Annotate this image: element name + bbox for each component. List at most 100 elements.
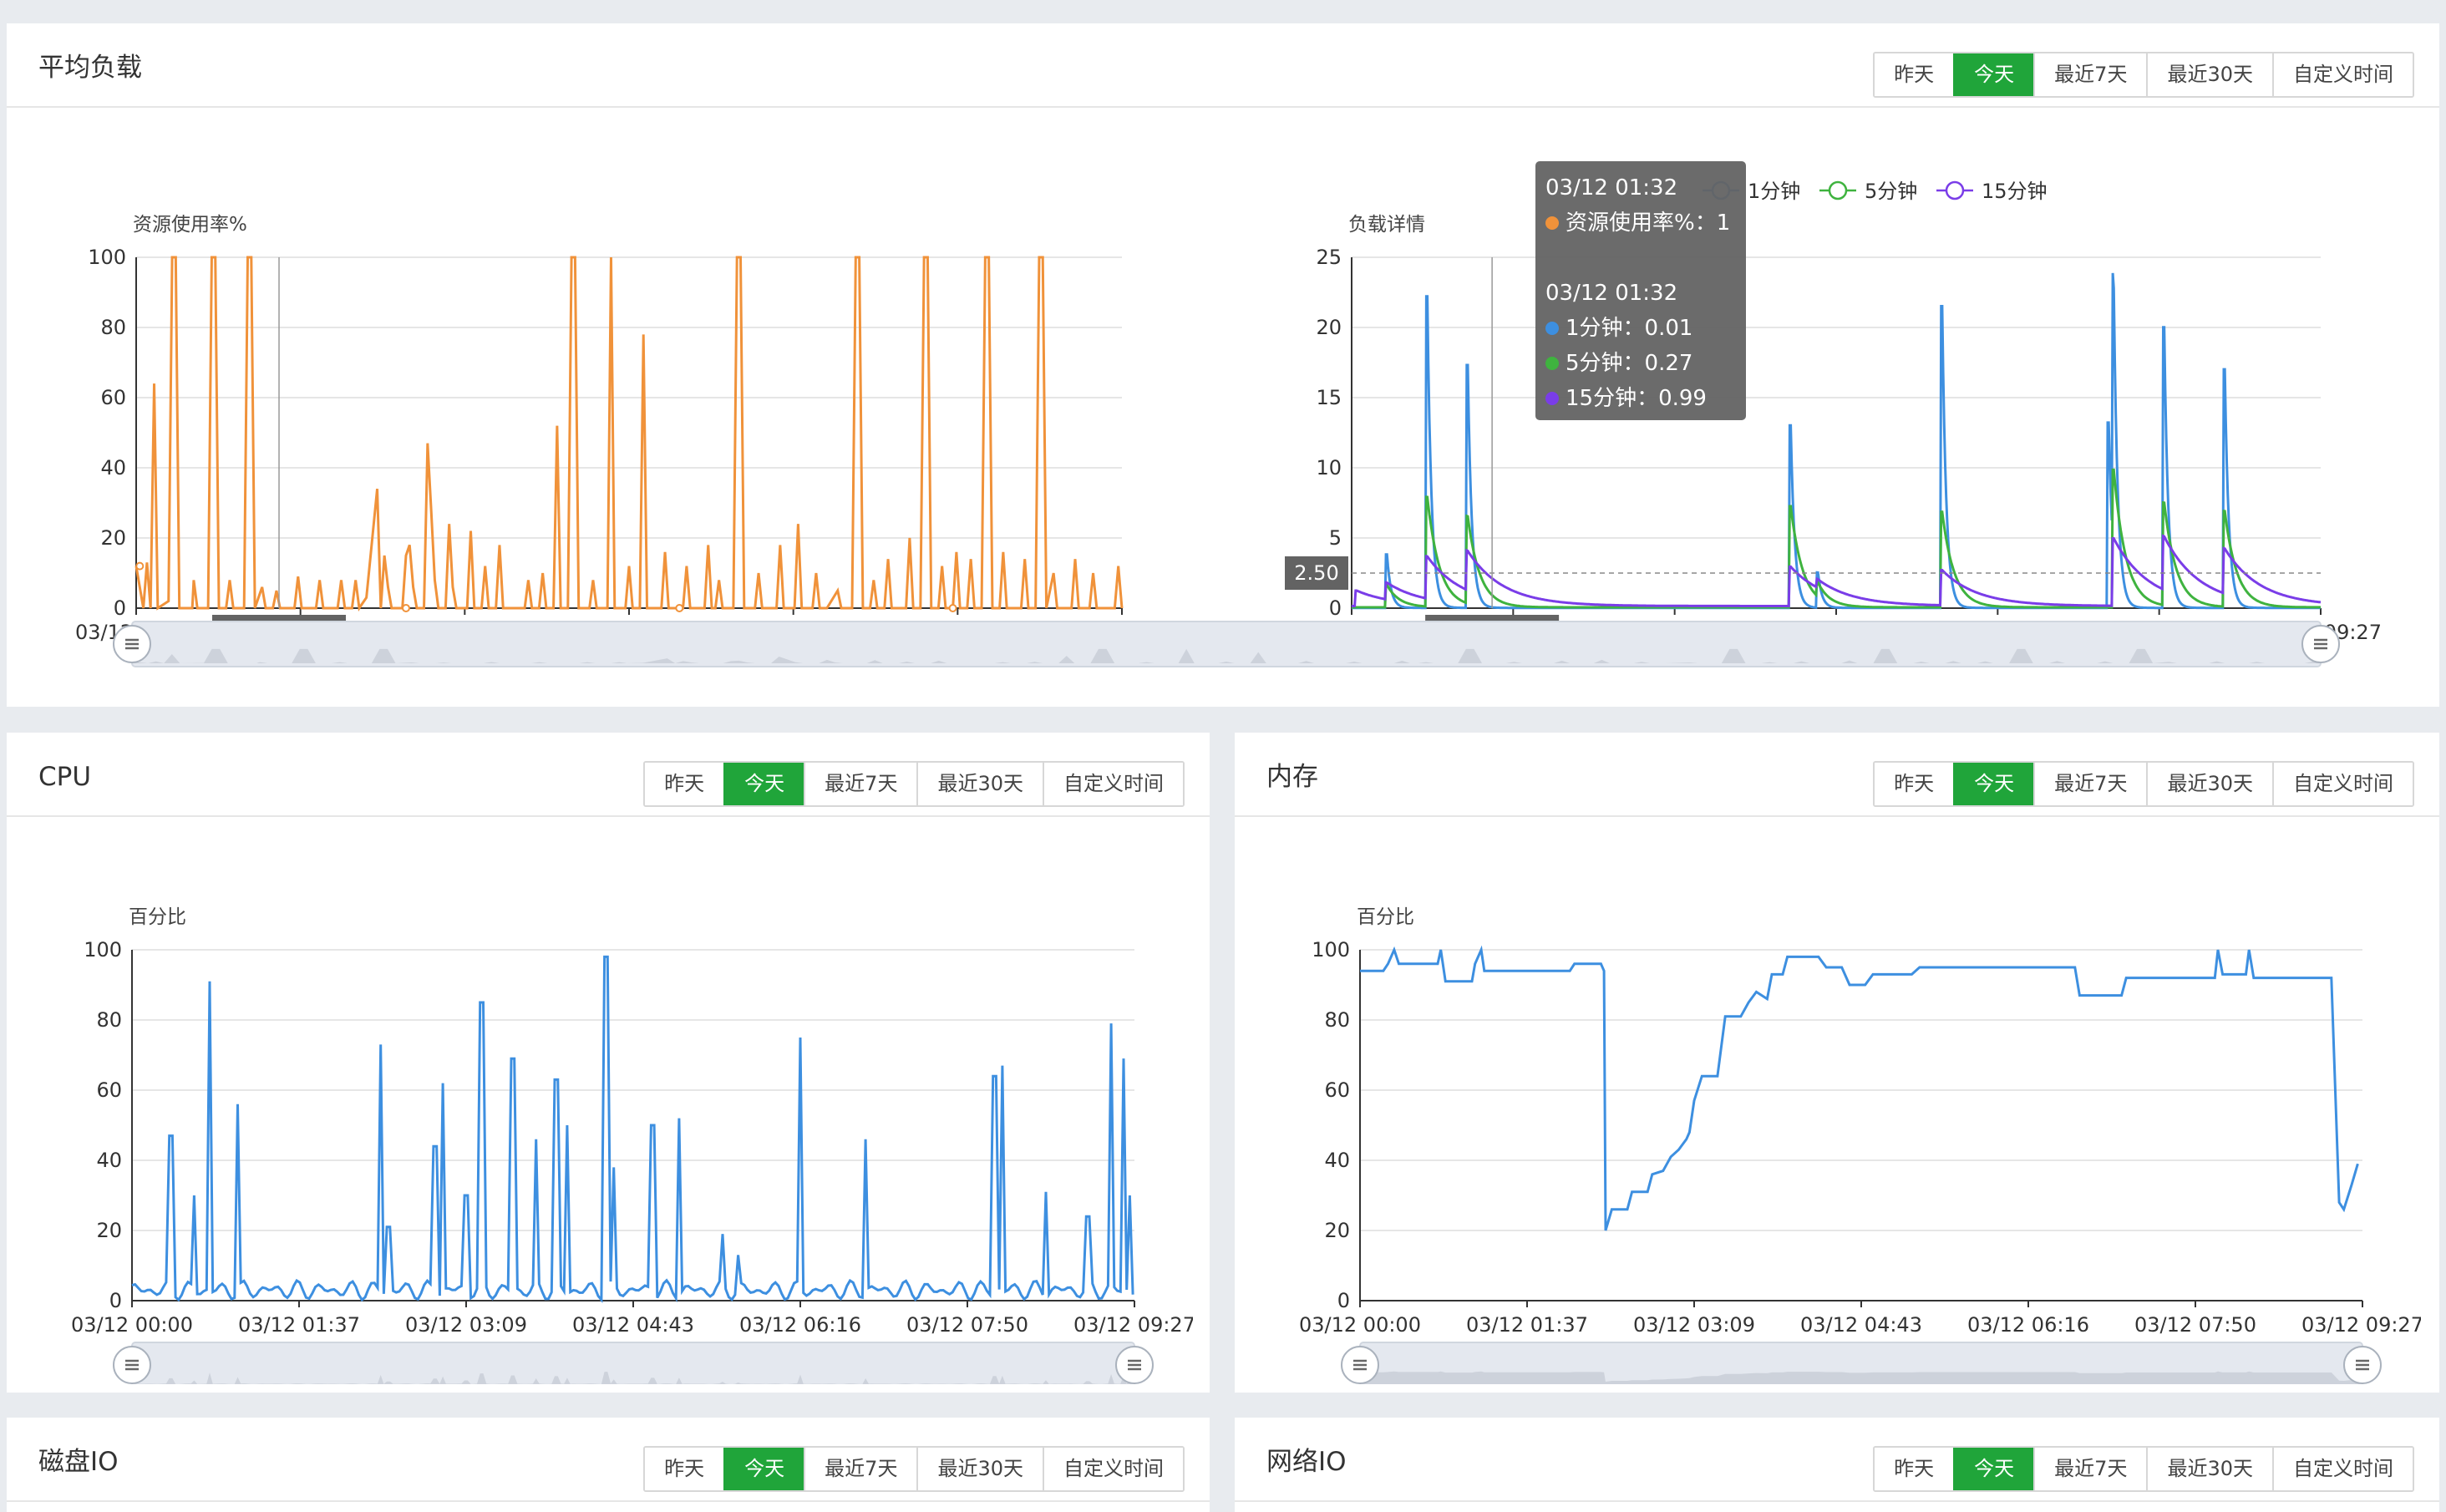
tooltip-bg <box>1535 161 1746 420</box>
tooltip-line: 03/12 01:32 <box>1545 175 1677 200</box>
range-7days-button[interactable]: 最近7天 <box>2033 1448 2147 1490</box>
y-tick-label: 80 <box>100 316 126 339</box>
y-tick-label: 40 <box>100 456 126 479</box>
y-tick-label: 25 <box>1316 246 1342 269</box>
x-tick-label: 03/12 09:27 <box>2301 1313 2421 1337</box>
cpu-series-line <box>131 955 1134 1304</box>
range-30days-button[interactable]: 最近30天 <box>2146 1448 2272 1490</box>
memory-series-line <box>1360 945 2359 1231</box>
x-tick-label: 03/12 07:50 <box>906 1313 1028 1337</box>
panel-title: 磁盘IO <box>38 1447 119 1477</box>
x-tick-label: 03/12 03:09 <box>405 1313 527 1337</box>
drag-grip-icon <box>1353 1359 1367 1371</box>
memory-panel-header: 内存 昨天 今天 最近7天 最近30天 自定义时间 <box>1235 733 2439 817</box>
x-tick-label: 03/12 09:27 <box>1073 1313 1193 1337</box>
series-line-1 <box>1352 272 2321 610</box>
zoom-slider-track <box>131 1342 1135 1384</box>
range-7days-button[interactable]: 最近7天 <box>2033 53 2147 96</box>
drag-grip-icon <box>2314 638 2327 650</box>
range-30days-button[interactable]: 最近30天 <box>2146 763 2272 805</box>
y-tick-label: 60 <box>1324 1078 1350 1102</box>
y-tick-label: 100 <box>1312 938 1350 961</box>
y-tick-label: 0 <box>1329 596 1342 620</box>
range-custom-button[interactable]: 自定义时间 <box>1043 1448 1183 1490</box>
range-today-button[interactable]: 今天 <box>1953 53 2034 96</box>
series-line-3 <box>1352 534 2322 607</box>
range-yesterday-button[interactable]: 昨天 <box>645 1448 724 1490</box>
memory-chart[interactable]: 百分比 0 20 40 60 80 100 03/12 00:00 03/12 01:37 03/… <box>1268 858 2421 1384</box>
time-range-selector: 昨天 今天 最近7天 最近30天 自定义时间 <box>1873 761 2414 807</box>
y-tick-label: 20 <box>96 1219 122 1242</box>
data-point-marker <box>675 604 684 612</box>
tooltip-line: 5分钟：0.27 <box>1566 351 1692 376</box>
tooltip-line: 资源使用率%：1 <box>1566 211 1730 236</box>
tooltip-dot <box>1545 392 1559 405</box>
y-tick-label: 0 <box>109 1289 122 1312</box>
y-tick-label: 60 <box>100 386 126 409</box>
legend-label: 15分钟 <box>1982 180 2048 203</box>
tooltip-dot <box>1545 322 1559 335</box>
y-tick-label: 5 <box>1329 526 1342 550</box>
range-today-button[interactable]: 今天 <box>1953 1448 2034 1490</box>
range-today-button[interactable]: 今天 <box>1953 763 2034 805</box>
y-tick-label: 60 <box>96 1078 122 1102</box>
network-io-panel: 网络IO 昨天 今天 最近7天 最近30天 自定义时间 <box>1235 1418 2439 1512</box>
range-custom-button[interactable]: 自定义时间 <box>2272 53 2413 96</box>
x-tick-label: 03/12 06:16 <box>1967 1313 2089 1337</box>
range-30days-button[interactable]: 最近30天 <box>916 1448 1043 1490</box>
cpu-chart[interactable]: 百分比 0 20 40 60 80 100 03/12 00:00 03/12 01:37 03/… <box>40 858 1193 1384</box>
range-yesterday-button[interactable]: 昨天 <box>1875 53 1954 96</box>
range-today-button[interactable]: 今天 <box>723 1448 804 1490</box>
time-range-selector: 昨天 今天 最近7天 最近30天 自定义时间 <box>643 761 1185 807</box>
range-custom-button[interactable]: 自定义时间 <box>1043 763 1183 805</box>
range-yesterday-button[interactable]: 昨天 <box>1875 763 1954 805</box>
range-yesterday-button[interactable]: 昨天 <box>645 763 724 805</box>
drag-grip-icon <box>1128 1359 1141 1371</box>
panel-title: 平均负载 <box>38 53 142 83</box>
y-tick-label: 0 <box>1337 1289 1350 1312</box>
y-tick-label: 40 <box>96 1149 122 1172</box>
panel-title: 内存 <box>1266 762 1318 792</box>
threshold-label: 2.50 <box>1294 561 1338 585</box>
range-30days-button[interactable]: 最近30天 <box>916 763 1043 805</box>
x-tick-label: 03/12 01:37 <box>238 1313 360 1337</box>
panel-title: 网络IO <box>1266 1447 1347 1477</box>
x-tick-label: 03/12 04:43 <box>572 1313 694 1337</box>
range-custom-button[interactable]: 自定义时间 <box>2272 763 2413 805</box>
x-tick-label: 03/12 00:00 <box>71 1313 193 1337</box>
range-30days-button[interactable]: 最近30天 <box>2146 53 2272 96</box>
tooltip-line: 03/12 01:32 <box>1545 281 1677 306</box>
y-axis-label: 百分比 <box>129 906 186 928</box>
y-tick-label: 10 <box>1316 456 1342 479</box>
data-point-marker <box>401 604 410 612</box>
x-tick-label: 03/12 03:09 <box>1633 1313 1755 1337</box>
range-7days-button[interactable]: 最近7天 <box>2033 763 2147 805</box>
load-panel: 平均负载 昨天 今天 最近7天 最近30天 自定义时间 资源使用率% 0 20 40 6… <box>7 23 2439 707</box>
panel-title: CPU <box>38 762 92 792</box>
load-panel-header: 平均负载 昨天 今天 最近7天 最近30天 自定义时间 <box>7 23 2439 108</box>
range-today-button[interactable]: 今天 <box>723 763 804 805</box>
y-axis-label: 百分比 <box>1357 906 1414 928</box>
time-range-selector: 昨天 今天 最近7天 最近30天 自定义时间 <box>643 1446 1185 1492</box>
y-tick-label: 100 <box>84 938 122 961</box>
y-tick-label: 80 <box>1324 1008 1350 1032</box>
tooltip-line: 1分钟：0.01 <box>1566 316 1692 341</box>
y-axis-label: 负载详情 <box>1348 214 1425 236</box>
load-zoom-slider[interactable] <box>7 613 2439 680</box>
x-tick-label: 03/12 04:43 <box>1800 1313 1922 1337</box>
drag-grip-icon <box>125 638 139 650</box>
x-tick-label: 03/12 00:00 <box>1299 1313 1421 1337</box>
range-7days-button[interactable]: 最近7天 <box>804 1448 917 1490</box>
range-custom-button[interactable]: 自定义时间 <box>2272 1448 2413 1490</box>
x-tick-label: 03/12 07:50 <box>2134 1313 2256 1337</box>
y-tick-label: 40 <box>1324 1149 1350 1172</box>
y-tick-label: 15 <box>1316 386 1342 409</box>
range-7days-button[interactable]: 最近7天 <box>804 763 917 805</box>
tooltip-dot <box>1545 357 1559 370</box>
legend-marker <box>1828 180 1848 200</box>
range-yesterday-button[interactable]: 昨天 <box>1875 1448 1954 1490</box>
y-tick-label: 80 <box>96 1008 122 1032</box>
x-tick-label: 03/12 06:16 <box>739 1313 861 1337</box>
legend-label: 5分钟 <box>1865 180 1917 203</box>
y-tick-label: 100 <box>88 246 126 269</box>
